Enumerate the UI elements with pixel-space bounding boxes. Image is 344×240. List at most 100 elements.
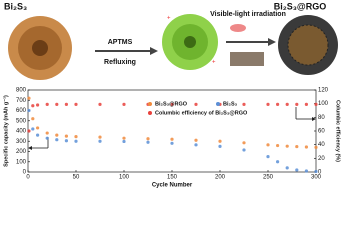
- data-point: [36, 133, 40, 137]
- label-aptms: APTMS: [108, 39, 133, 46]
- y-tick-label: 0: [23, 170, 27, 176]
- y-tick-label: 200: [16, 149, 27, 155]
- x-tick-label: 50: [73, 175, 80, 181]
- y2-tick-label: 60: [318, 129, 325, 135]
- data-point: [266, 102, 270, 106]
- schematic: + +: [8, 14, 338, 80]
- data-point: [295, 102, 299, 106]
- label-irradiation: Visible-light irradiation: [210, 11, 286, 18]
- y-tick-label: 800: [16, 88, 27, 94]
- data-point: [74, 139, 78, 143]
- legend-label: Bi₂S₃: [223, 101, 238, 107]
- plus: +: [212, 60, 216, 66]
- axis-arrow-head: [28, 146, 32, 150]
- data-point: [98, 102, 102, 106]
- y2-tick-label: 40: [318, 142, 325, 148]
- data-point: [64, 139, 68, 143]
- y2-tick-label: 120: [318, 88, 329, 94]
- rgo-sheet: [230, 52, 264, 66]
- y-tick-label: 500: [16, 118, 27, 124]
- data-point: [276, 102, 280, 106]
- data-point: [242, 102, 246, 106]
- data-point: [45, 102, 49, 106]
- data-point: [194, 138, 198, 142]
- data-point: [31, 117, 35, 121]
- data-point: [36, 103, 40, 107]
- sphere-center: [32, 40, 48, 56]
- legend-marker: [148, 102, 152, 106]
- data-point: [266, 155, 270, 159]
- data-point: [74, 102, 78, 106]
- data-point: [295, 168, 299, 172]
- data-point: [64, 134, 68, 138]
- data-point: [146, 137, 150, 141]
- data-point: [194, 143, 198, 147]
- data-point: [276, 160, 280, 164]
- data-point: [64, 102, 68, 106]
- sphere-center: [184, 36, 196, 48]
- data-point: [98, 135, 102, 139]
- y-tick-label: 600: [16, 108, 27, 114]
- data-point: [285, 166, 289, 170]
- data-point: [27, 108, 31, 113]
- x-axis-label: Cycle Number: [152, 183, 193, 189]
- data-point: [194, 102, 198, 106]
- plus: +: [167, 16, 171, 22]
- data-point: [304, 102, 308, 106]
- rgo-shell: [287, 24, 329, 66]
- data-point: [242, 141, 246, 145]
- data-point: [314, 102, 318, 106]
- y2-tick-label: 20: [318, 156, 325, 162]
- x-tick-label: 150: [167, 175, 178, 181]
- data-point: [170, 137, 174, 141]
- data-point: [304, 145, 308, 149]
- data-point: [314, 169, 318, 174]
- data-point: [45, 131, 49, 135]
- sphere-core: [288, 25, 328, 65]
- y2-tick-label: 80: [318, 115, 325, 121]
- y2-axis-label: Columbic efficiency (%): [335, 100, 341, 162]
- data-point: [170, 141, 174, 145]
- x-tick-label: 100: [119, 175, 130, 181]
- legend-marker: [216, 102, 220, 106]
- data-point: [31, 127, 35, 131]
- data-point: [55, 102, 59, 106]
- data-point: [304, 169, 308, 173]
- data-point: [27, 96, 31, 100]
- data-point: [98, 139, 102, 143]
- y-axis-label: Specific capacity (mAh g⁻¹): [2, 95, 9, 167]
- arrow-head: [150, 47, 158, 55]
- label-bi2s3-rgo: Bi₂S₃@RGO: [274, 1, 326, 11]
- data-point: [146, 140, 150, 144]
- y2-tick-label: 0: [318, 170, 322, 176]
- data-point: [218, 144, 222, 148]
- data-point: [36, 126, 40, 130]
- data-point: [27, 129, 31, 133]
- data-point: [122, 102, 126, 106]
- y-tick-label: 100: [16, 159, 27, 165]
- arrow-head: [268, 38, 276, 46]
- data-point: [31, 104, 35, 108]
- x-tick-label: 300: [311, 175, 322, 181]
- data-point: [285, 102, 289, 106]
- data-point: [314, 145, 318, 149]
- label-refluxing: Refluxing: [104, 59, 136, 66]
- page: {"chart_data": {"type": "scatter", "anno…: [2, 1, 341, 189]
- light-source: [230, 24, 246, 32]
- data-point: [266, 143, 270, 147]
- data-point: [170, 102, 174, 106]
- data-point: [55, 138, 59, 142]
- legend-label: Columbic efficiency of Bi₂S₃@RGO: [155, 110, 248, 116]
- x-tick-label: 200: [215, 175, 226, 181]
- data-point: [45, 136, 49, 140]
- data-point: [242, 148, 246, 152]
- data-point: [74, 135, 78, 139]
- data-point: [218, 139, 222, 143]
- y-tick-label: 700: [16, 98, 27, 104]
- data-point: [122, 139, 126, 144]
- axis-arrow-head: [312, 117, 316, 121]
- data-point: [295, 144, 299, 149]
- data-point: [285, 144, 289, 148]
- y-tick-label: 400: [16, 129, 27, 135]
- y2-tick-label: 100: [318, 101, 329, 107]
